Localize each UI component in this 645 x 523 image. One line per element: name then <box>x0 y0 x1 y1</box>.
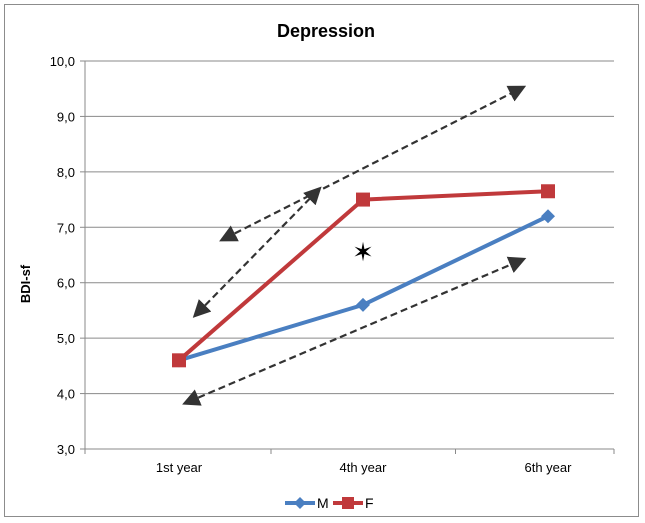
x-tick-label: 4th year <box>340 460 388 475</box>
y-tick-label: 8,0 <box>57 165 75 180</box>
data-point-f <box>356 192 370 207</box>
y-tick-label: 6,0 <box>57 276 75 291</box>
gridlines <box>80 60 614 450</box>
data-point-f <box>172 353 186 368</box>
data-point-f <box>541 184 555 199</box>
y-axis-label: BDI-sf <box>18 264 33 303</box>
trend-arrow <box>219 85 527 242</box>
legend-label-f: F <box>365 495 374 511</box>
chart-title: Depression <box>277 21 375 41</box>
trend-arrow <box>182 256 527 406</box>
series-line-f <box>177 189 549 362</box>
legend-label-m: M <box>317 495 329 511</box>
data-point-m <box>356 297 370 312</box>
legend-marker-m <box>294 497 306 509</box>
data-series <box>172 184 555 368</box>
y-tick-label: 3,0 <box>57 442 75 457</box>
axes <box>84 61 615 454</box>
y-tick-labels: 3,0 4,0 5,0 6,0 7,0 8,0 9,0 10,0 <box>50 54 75 457</box>
y-tick-label: 4,0 <box>57 387 75 402</box>
x-tick-labels: 1st year 4th year 6th year <box>156 460 572 475</box>
trend-arrow <box>192 186 322 318</box>
data-point-m <box>541 209 555 224</box>
y-tick-label: 10,0 <box>50 54 75 69</box>
y-tick-label: 5,0 <box>57 331 75 346</box>
legend-marker-f <box>342 497 354 509</box>
x-tick-label: 1st year <box>156 460 203 475</box>
y-tick-label: 7,0 <box>57 220 75 235</box>
trend-arrows <box>182 85 527 406</box>
x-tick-label: 6th year <box>525 460 573 475</box>
y-tick-label: 9,0 <box>57 109 75 124</box>
significance-star: ✶ <box>352 238 374 268</box>
